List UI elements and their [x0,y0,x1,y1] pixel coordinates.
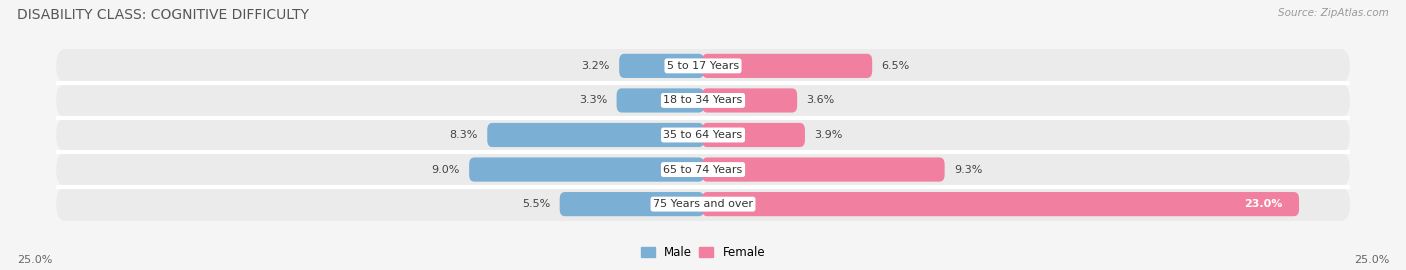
Text: 25.0%: 25.0% [17,255,52,265]
Text: 5.5%: 5.5% [522,199,550,209]
FancyBboxPatch shape [56,187,1350,221]
Text: 65 to 74 Years: 65 to 74 Years [664,164,742,175]
FancyBboxPatch shape [560,192,704,216]
Text: 9.3%: 9.3% [953,164,983,175]
Text: 3.2%: 3.2% [582,61,610,71]
FancyBboxPatch shape [702,88,797,113]
FancyBboxPatch shape [617,88,704,113]
Text: 25.0%: 25.0% [1354,255,1389,265]
FancyBboxPatch shape [56,49,1350,83]
Text: 3.6%: 3.6% [807,95,835,106]
Text: 5 to 17 Years: 5 to 17 Years [666,61,740,71]
FancyBboxPatch shape [470,157,704,182]
Text: DISABILITY CLASS: COGNITIVE DIFFICULTY: DISABILITY CLASS: COGNITIVE DIFFICULTY [17,8,309,22]
Text: 23.0%: 23.0% [1244,199,1282,209]
FancyBboxPatch shape [702,157,945,182]
FancyBboxPatch shape [56,152,1350,187]
Text: 18 to 34 Years: 18 to 34 Years [664,95,742,106]
Text: 9.0%: 9.0% [432,164,460,175]
FancyBboxPatch shape [56,83,1350,118]
Text: 6.5%: 6.5% [882,61,910,71]
FancyBboxPatch shape [488,123,704,147]
FancyBboxPatch shape [702,192,1299,216]
Text: 3.9%: 3.9% [814,130,842,140]
FancyBboxPatch shape [702,54,872,78]
Text: Source: ZipAtlas.com: Source: ZipAtlas.com [1278,8,1389,18]
Text: 35 to 64 Years: 35 to 64 Years [664,130,742,140]
FancyBboxPatch shape [702,123,804,147]
Text: 75 Years and over: 75 Years and over [652,199,754,209]
Text: 3.3%: 3.3% [579,95,607,106]
Text: 8.3%: 8.3% [450,130,478,140]
Legend: Male, Female: Male, Female [641,246,765,259]
FancyBboxPatch shape [619,54,704,78]
FancyBboxPatch shape [56,118,1350,152]
